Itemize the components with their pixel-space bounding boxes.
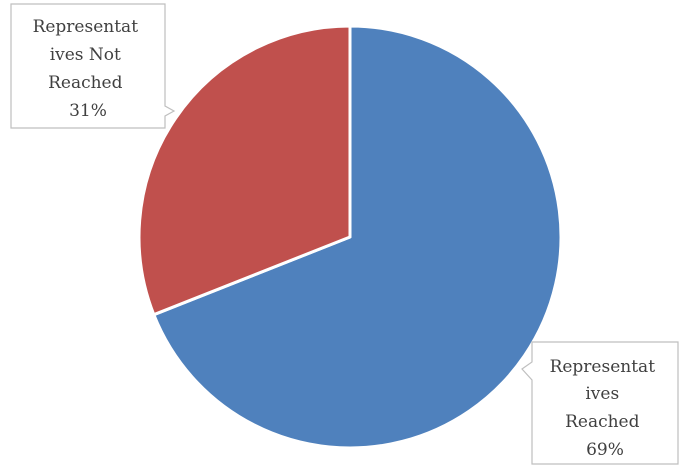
callout-not-reached: Representat ives Not Reached 31%	[10, 3, 176, 129]
callout-reached: Representat ives Reached 69%	[521, 341, 679, 465]
callout-line: Reached	[565, 412, 640, 432]
callout-label-not-reached: Representat ives Not Reached 31%	[33, 17, 144, 121]
callout-percent: 31%	[69, 101, 107, 121]
pie-slice-not-reached	[137, 24, 352, 317]
callout-line: ives	[585, 384, 619, 404]
callout-line: Reached	[48, 73, 123, 93]
callout-line: ives Not	[50, 45, 121, 65]
pie-slices	[137, 24, 563, 450]
callout-percent: 69%	[586, 440, 624, 460]
callout-line: Representat	[550, 357, 656, 377]
pie-slice-reached	[152, 24, 563, 450]
callout-box-not-reached	[10, 3, 176, 129]
callout-label-reached: Representat ives Reached 69%	[550, 357, 661, 460]
callout-line: Representat	[33, 17, 139, 37]
callout-box-reached	[521, 341, 679, 465]
